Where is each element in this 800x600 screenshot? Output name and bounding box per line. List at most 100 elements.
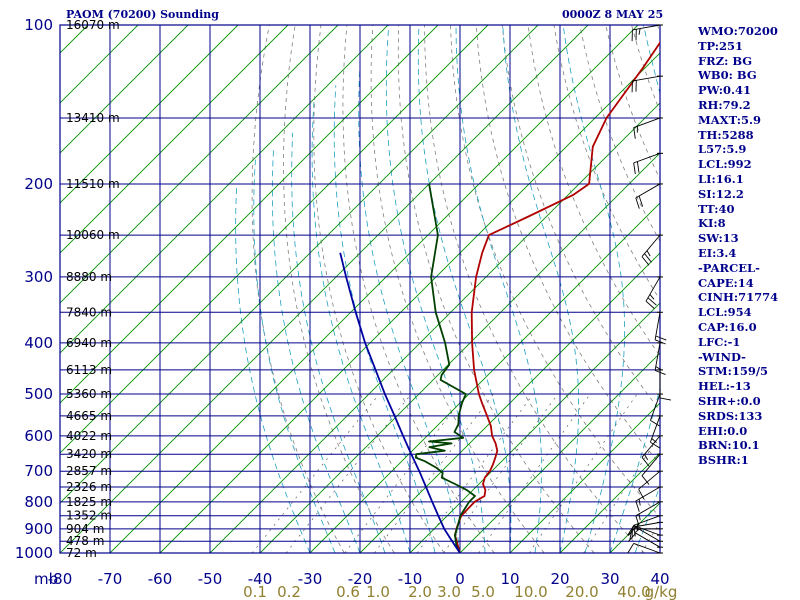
wind-barb-feather (645, 300, 655, 309)
wind-barb-staff (632, 75, 661, 82)
wind-barb (631, 75, 663, 93)
wind-barb (645, 276, 663, 309)
mixing-ratio-label: 0.2 (277, 583, 301, 600)
mixing-ratio-label: 1.0 (366, 583, 390, 600)
index-item: LI:16.1 (698, 171, 744, 186)
pressure-tick-label: 300 (24, 268, 53, 286)
wind-barb (633, 117, 663, 139)
mixing-ratio-label: g/kg (645, 583, 678, 600)
index-item: CAPE:14 (698, 275, 754, 290)
index-item: LFC:-1 (698, 334, 741, 349)
height-label: 13410 m (66, 111, 120, 125)
wind-barb-feather (635, 515, 640, 527)
wind-barb-feather (655, 366, 662, 371)
index-item: CINH:71774 (698, 290, 779, 305)
wind-barb-feather (650, 441, 661, 449)
wind-barb-staff (635, 486, 661, 502)
chart-datetime: 0000Z 8 MAY 25 (562, 8, 664, 21)
dewpoint-curve (414, 183, 476, 553)
wind-barb-staff (641, 435, 661, 458)
wind-barb-staff (649, 415, 661, 443)
wind-barb-feather (633, 525, 636, 537)
pressure-tick-label: 200 (24, 175, 53, 193)
temp-tick-label: -50 (198, 570, 223, 588)
temp-tick-label: 20 (550, 570, 569, 588)
isotherm-line (409, 302, 660, 553)
wind-barb-staff (632, 24, 661, 31)
height-label: 16070 m (66, 18, 120, 32)
wind-barb-feather (647, 297, 657, 306)
wind-barb-feather (649, 294, 655, 300)
wind-barb-feather (633, 162, 636, 175)
moist-adiabat (311, 102, 411, 553)
wind-barb-feather (651, 438, 657, 444)
height-label: 8880 m (66, 270, 112, 284)
dry-adiabat (370, 25, 545, 553)
wind-barb-feather (650, 420, 661, 427)
mixing-ratio-line (344, 393, 467, 553)
moist-adiabat (385, 25, 486, 553)
parcel-curve (339, 252, 461, 553)
chart-title: PAOM (70200) Sounding (66, 8, 219, 21)
wind-barb-feather (627, 543, 635, 554)
wind-barb (627, 542, 663, 554)
height-label: 6113 m (66, 363, 112, 377)
index-item: EI:3.4 (698, 245, 737, 260)
index-item: TP:251 (698, 38, 744, 53)
mixing-ratio-label: 10.0 (514, 583, 547, 600)
temp-tick-label: 30 (600, 570, 619, 588)
wind-barb (635, 486, 663, 512)
wind-barb (629, 528, 663, 540)
height-label: 4665 m (66, 409, 112, 423)
mixing-ratio-label: 0.6 (336, 583, 360, 600)
wind-barb-feather (638, 499, 641, 506)
isotherm-line (459, 352, 660, 553)
temperature-curve (453, 41, 660, 553)
wind-barb-feather (644, 454, 649, 461)
isotherm-line (109, 25, 639, 553)
wind-barb-staff (635, 501, 661, 517)
wind-barb-feather (641, 457, 650, 467)
index-item: SW:13 (698, 231, 739, 246)
temp-tick-label: 10 (500, 570, 519, 588)
moist-adiabat (609, 25, 660, 553)
wind-barb (635, 501, 663, 527)
wind-barb-staff (649, 393, 661, 421)
pressure-tick-label: 100 (24, 16, 53, 34)
wind-barb-feather (646, 250, 651, 257)
moist-adiabat (235, 183, 311, 553)
wind-barb-feather (654, 339, 666, 345)
isotherm-line (309, 202, 660, 553)
height-label: 2857 m (66, 464, 112, 478)
height-label: 3420 m (66, 447, 112, 461)
wind-barb (635, 183, 663, 209)
pressure-tick-label: 1000 (15, 544, 53, 562)
wind-barb-feather (635, 500, 640, 512)
height-label: 72 m (66, 546, 97, 560)
wind-barb-feather (659, 397, 672, 401)
height-label: 478 m (66, 534, 104, 548)
wind-barb (633, 152, 663, 175)
wind-barb-staff (633, 117, 661, 129)
wind-barb (641, 234, 663, 266)
index-item: TH:5288 (698, 127, 754, 142)
wind-barb (641, 435, 663, 467)
wind-barb-feather (629, 528, 633, 540)
mixing-ratio-label: 0.1 (243, 583, 267, 600)
mixing-ratio-label: 5.0 (471, 583, 495, 600)
pressure-tick-label: 400 (24, 334, 53, 352)
sounding-curves (339, 41, 660, 553)
wind-barb-staff (641, 234, 661, 257)
isotherm-line (60, 25, 189, 154)
height-label: 904 m (66, 522, 104, 536)
wind-barb-staff (633, 542, 661, 554)
index-item: -WIND- (698, 349, 746, 364)
pressure-tick-label: 500 (24, 385, 53, 403)
plot-clip-group (60, 25, 800, 553)
wind-barb-staff (633, 525, 661, 536)
dry-adiabat (787, 25, 800, 553)
isotherm-line (359, 252, 660, 553)
wind-barb-staff (654, 312, 661, 340)
